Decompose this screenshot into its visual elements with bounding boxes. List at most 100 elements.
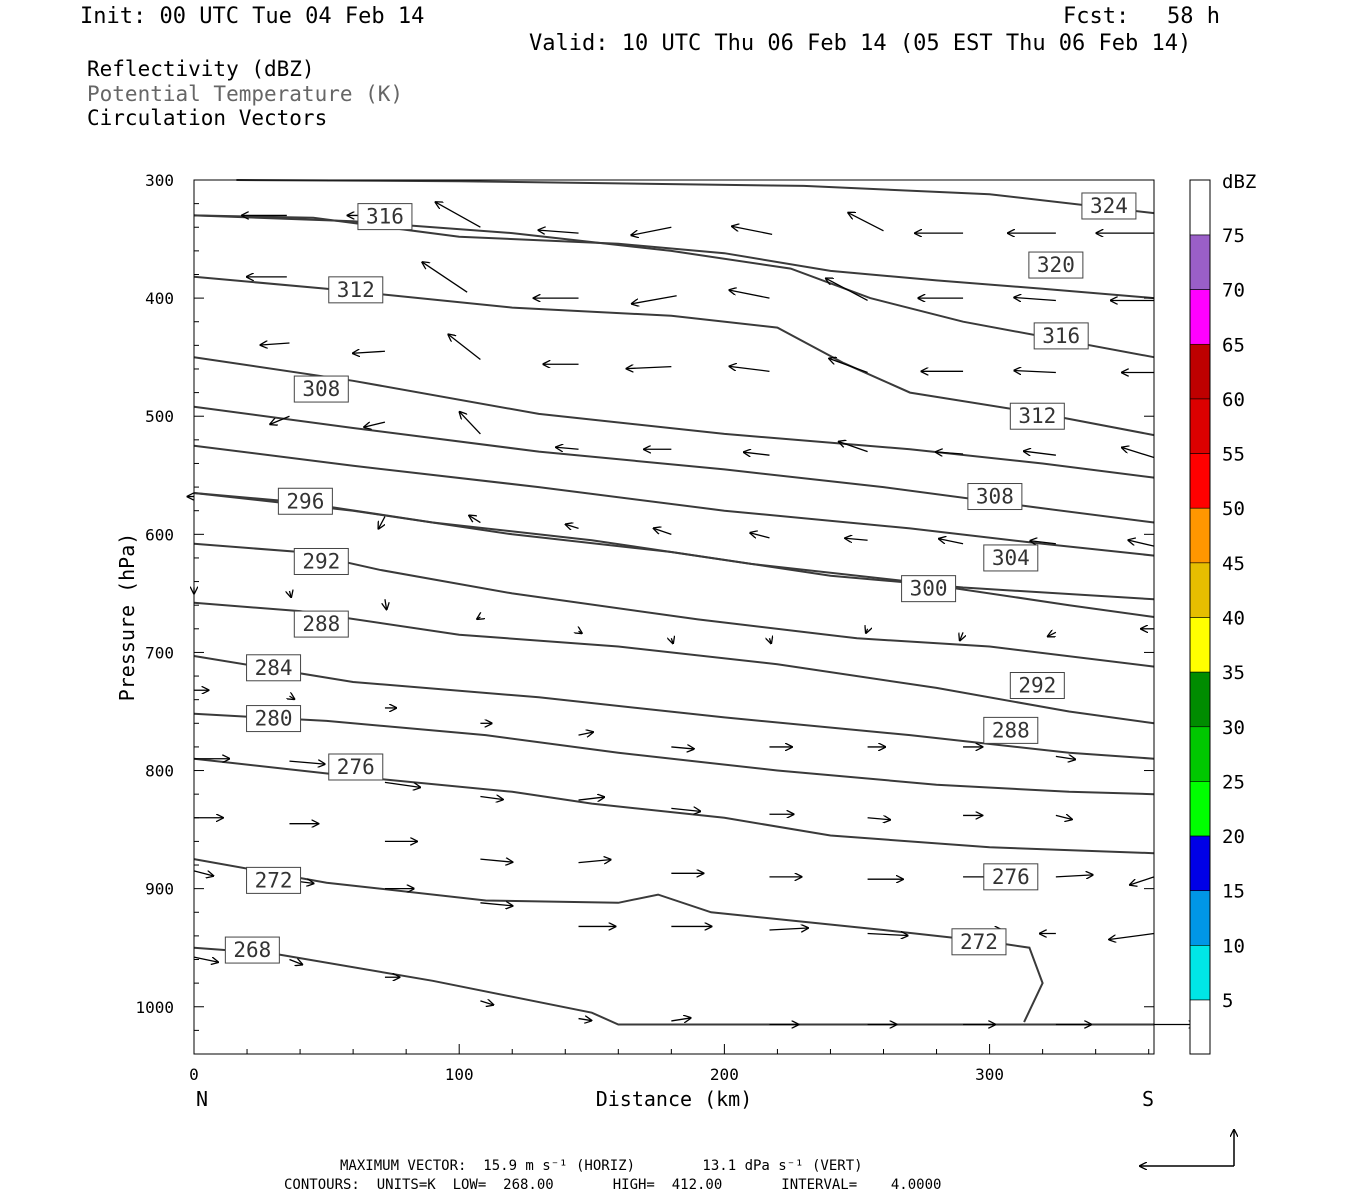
contour-labels: 324 320 316 316 312 312 308 308 304 300 296 292 292 2…: [224, 192, 1137, 964]
y-tick-label: 1000: [135, 998, 174, 1017]
vector-arrow: [261, 343, 290, 345]
vector-arrow: [769, 638, 771, 643]
vector-arrow: [848, 213, 884, 232]
contour-info-note: CONTOURS: UNITS=K LOW= 268.00 HIGH= 412.…: [284, 1177, 942, 1193]
vector-arrow: [578, 732, 593, 735]
colorbar-tick-label: 55: [1222, 444, 1245, 466]
colorbar-swatch: [1189, 781, 1211, 837]
contour-label-box: [328, 753, 384, 781]
contour-label-box: [951, 928, 1007, 956]
y-tick-label: 900: [145, 880, 174, 899]
vector-arrow: [1130, 876, 1155, 885]
colorbar-tick-label: 5: [1222, 990, 1233, 1012]
vector-arrow: [829, 359, 868, 374]
dbz-colorbar: 75 70 65 60 55 50 45 40 35 30 25 20 15 10 5 dBZ: [1189, 171, 1256, 1055]
contour-268: [193, 946, 1154, 1026]
colorbar-swatch: [1189, 234, 1211, 290]
vector-arrow: [1030, 541, 1056, 544]
contour-label-box: [246, 654, 302, 682]
colorbar-tick-label: 50: [1222, 498, 1245, 520]
contour-label-text: 272: [960, 930, 998, 954]
colorbar-swatch: [1189, 179, 1211, 236]
vector-arrow: [480, 859, 512, 862]
reference-vector-icon: [1140, 1130, 1234, 1166]
vector-arrow: [1014, 371, 1056, 373]
colorbar-swatch: [1189, 726, 1211, 782]
vector-arrow: [839, 442, 868, 453]
contour-label-box: [1081, 192, 1137, 220]
vector-arrow: [632, 295, 677, 304]
colorbar-frame: [1189, 179, 1211, 1055]
vector-arrow: [480, 1001, 493, 1005]
vector-arrow: [566, 524, 579, 528]
x-axis-title: Distance (km): [596, 1087, 753, 1111]
colorbar-swatch: [1189, 945, 1211, 1001]
contour-label-text: 280: [255, 707, 293, 731]
vector-arrow: [627, 367, 672, 369]
contour-304: [193, 405, 1155, 524]
contour-label-box: [1009, 402, 1065, 430]
vector-arrow: [960, 632, 963, 640]
vector-arrow: [289, 960, 302, 965]
contour-label-box: [983, 716, 1039, 744]
contour-label-text: 312: [337, 278, 375, 302]
colorbar-tick-label: 45: [1222, 553, 1245, 575]
vector-arrow: [578, 797, 605, 800]
vector-arrow: [385, 599, 387, 609]
contour-label-box: [1028, 251, 1084, 279]
vector-arrow: [867, 818, 890, 820]
contour-label-text: 284: [255, 656, 293, 680]
contour-label-text: 308: [976, 485, 1014, 509]
contour-label-box: [983, 544, 1039, 572]
valid-time: Valid: 10 UTC Thu 06 Feb 14 (05 EST Thu …: [529, 31, 1192, 56]
vector-arrow: [1024, 451, 1056, 455]
vector-arrow: [477, 617, 480, 619]
contour-label-box: [246, 866, 302, 894]
vector-arrow: [1109, 932, 1155, 940]
right-end-label: S: [1142, 1087, 1154, 1111]
vector-arrow: [422, 262, 468, 293]
contour-label-text: 320: [1037, 253, 1075, 277]
colorbar-swatch: [1189, 562, 1211, 618]
vector-arrow: [826, 278, 868, 302]
forecast-hour-label: Fcst:: [1063, 4, 1130, 29]
colorbar-tick-label: 10: [1222, 935, 1245, 957]
vector-arrow: [936, 452, 964, 454]
contour-label-text: 288: [302, 612, 340, 636]
contour-label-box: [357, 203, 413, 231]
vector-arrow: [729, 290, 770, 299]
contour-280: [193, 712, 1155, 796]
contour-label-box: [901, 575, 957, 603]
contour-label-text: 292: [1018, 674, 1056, 698]
vector-arrow: [671, 638, 673, 643]
contour-label-box: [1033, 322, 1089, 350]
contour-label-text: 308: [302, 377, 340, 401]
contour-label-text: 324: [1090, 194, 1128, 218]
vector-arrow: [469, 516, 481, 524]
y-tick-label: 400: [145, 289, 174, 308]
vector-arrow: [1014, 297, 1056, 300]
y-tick-label: 500: [145, 407, 174, 426]
colorbar-tick-label: 40: [1222, 608, 1245, 630]
vector-arrow: [480, 903, 512, 906]
contour-label-text: 316: [366, 205, 404, 229]
contour-label-text: 288: [992, 718, 1030, 742]
contour-label-box: [224, 936, 280, 964]
vector-arrow: [866, 629, 868, 633]
vector-arrow: [729, 366, 770, 372]
vector-arrow: [671, 1018, 690, 1021]
x-tick-label: 100: [445, 1065, 474, 1084]
contour-label-text: 268: [233, 938, 271, 962]
contour-label-text: 312: [1018, 404, 1056, 428]
contour-284: [193, 655, 1155, 760]
vector-arrow: [270, 415, 290, 424]
contour-label-box: [246, 705, 302, 733]
vector-arrow: [556, 447, 579, 449]
y-axis-title: Pressure (hPa): [115, 533, 139, 702]
vector-arrow: [744, 452, 770, 455]
colorbar-tick-label: 60: [1222, 389, 1245, 411]
vector-arrow: [631, 226, 672, 235]
colorbar-swatch: [1189, 453, 1211, 509]
contour-label-box: [293, 547, 349, 575]
vector-arrow: [364, 421, 386, 427]
